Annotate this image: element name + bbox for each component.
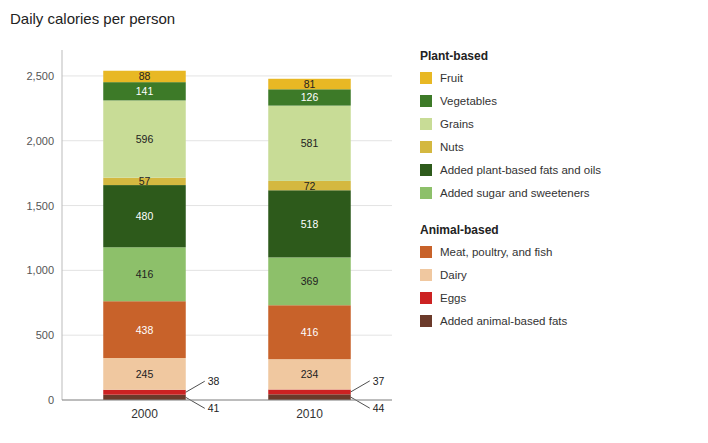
bar-segment bbox=[268, 257, 351, 305]
leader-line bbox=[351, 381, 370, 392]
y-axis-line bbox=[62, 50, 63, 400]
legend-label: Added plant-based fats and oils bbox=[440, 164, 601, 176]
bar-segment bbox=[103, 247, 186, 301]
bar-segment bbox=[268, 305, 351, 359]
y-tick-label: 500 bbox=[36, 329, 54, 341]
data-label: 245 bbox=[136, 368, 154, 380]
y-tick-label: 1,000 bbox=[26, 264, 54, 276]
data-label: 369 bbox=[301, 275, 319, 287]
data-label: 416 bbox=[136, 268, 154, 280]
bar-segment bbox=[268, 89, 351, 105]
legend-label: Grains bbox=[440, 118, 474, 130]
leader-line bbox=[186, 381, 205, 392]
data-label: 141 bbox=[136, 85, 154, 97]
data-label: 596 bbox=[136, 133, 154, 145]
legend-label: Fruit bbox=[440, 72, 464, 84]
bar-segment bbox=[268, 394, 351, 400]
x-tick-label: 2000 bbox=[131, 407, 158, 421]
data-label: 88 bbox=[139, 70, 151, 82]
legend-swatch bbox=[420, 187, 432, 199]
data-label: 44 bbox=[373, 402, 385, 414]
legend-title: Plant-based bbox=[420, 49, 488, 63]
title: Daily calories per person bbox=[10, 10, 175, 27]
bar-segment bbox=[103, 185, 186, 247]
data-label: 81 bbox=[304, 78, 316, 90]
leader-line bbox=[186, 397, 205, 408]
data-label: 581 bbox=[301, 137, 319, 149]
data-label: 480 bbox=[136, 210, 154, 222]
y-tick-label: 0 bbox=[48, 394, 54, 406]
leader-line bbox=[351, 397, 370, 408]
legend-swatch bbox=[420, 315, 432, 327]
grid-line bbox=[62, 400, 392, 401]
legend-swatch bbox=[420, 72, 432, 84]
bar-segment bbox=[103, 100, 186, 177]
y-tick-label: 2,000 bbox=[26, 135, 54, 147]
grid bbox=[62, 76, 392, 400]
bars bbox=[103, 71, 351, 400]
legend-swatch bbox=[420, 269, 432, 281]
data-labels: 245 438 416 480 57 596 141 88 41 38 234 416 369 518 72… bbox=[136, 70, 385, 414]
data-label: 416 bbox=[301, 326, 319, 338]
data-label: 126 bbox=[301, 91, 319, 103]
legend-label: Dairy bbox=[440, 269, 467, 281]
legend-swatch bbox=[420, 141, 432, 153]
legend-label: Added animal-based fats bbox=[440, 315, 567, 327]
chart: Daily calories per person 0 500 1,000 1,500 2… bbox=[0, 0, 708, 443]
legend: Plant-based Fruit Vegetables Grains Nuts Adde… bbox=[420, 49, 601, 327]
legend-title: Animal-based bbox=[420, 223, 499, 237]
data-label: 438 bbox=[136, 324, 154, 336]
data-label: 518 bbox=[301, 218, 319, 230]
data-label: 57 bbox=[139, 175, 151, 187]
bar-segment bbox=[103, 71, 186, 82]
bar-segment bbox=[268, 359, 351, 389]
legend-swatch bbox=[420, 246, 432, 258]
y-tick-label: 1,500 bbox=[26, 200, 54, 212]
legend-label: Meat, poultry, and fish bbox=[440, 246, 552, 258]
bar-segment bbox=[268, 79, 351, 90]
y-tick-label: 2,500 bbox=[26, 70, 54, 82]
x-tick-label: 2010 bbox=[296, 407, 323, 421]
bar-segment bbox=[268, 190, 351, 257]
bar-segment bbox=[103, 301, 186, 358]
bar-segment bbox=[103, 390, 186, 395]
bar-segment bbox=[103, 358, 186, 390]
legend-swatch bbox=[420, 118, 432, 130]
legend-label: Nuts bbox=[440, 141, 464, 153]
legend-label: Added sugar and sweeteners bbox=[440, 187, 590, 199]
legend-label: Eggs bbox=[440, 292, 466, 304]
x-axis-line bbox=[62, 400, 392, 401]
bar-segment bbox=[103, 82, 186, 100]
data-label: 37 bbox=[373, 375, 385, 387]
legend-label: Vegetables bbox=[440, 95, 497, 107]
bar-segment bbox=[268, 106, 351, 181]
legend-swatch bbox=[420, 95, 432, 107]
bar-segment bbox=[268, 390, 351, 395]
bar-segment bbox=[103, 395, 186, 400]
data-label: 41 bbox=[208, 402, 220, 414]
data-label: 234 bbox=[301, 368, 319, 380]
legend-swatch bbox=[420, 164, 432, 176]
legend-swatch bbox=[420, 292, 432, 304]
data-label: 38 bbox=[208, 375, 220, 387]
data-label: 72 bbox=[304, 180, 316, 192]
